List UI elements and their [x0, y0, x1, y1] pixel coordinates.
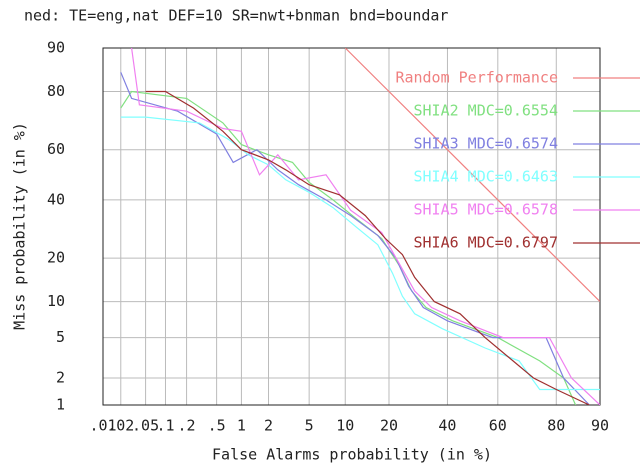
y-tick-label: 5 [56, 328, 65, 346]
plot-frame [102, 47, 601, 406]
legend-label: SHIA6 MDC=0.6797 [414, 234, 559, 252]
det-curve [344, 48, 600, 303]
legend-label: SHIA4 MDC=0.6463 [414, 168, 559, 186]
y-tick-label: 2 [56, 369, 65, 387]
y-tick-label: 1 [56, 396, 65, 414]
legend-label: SHIA5 MDC=0.6578 [414, 201, 559, 219]
legend-label: Random Performance [395, 69, 558, 87]
x-tick-label: .2 [178, 417, 196, 435]
chart-title: ned: TE=eng,nat DEF=10 SR=nwt+bnman bnd=… [24, 7, 448, 25]
det-curve [145, 90, 590, 405]
x-tick-label: .5 [208, 417, 226, 435]
x-tick-label: 5 [305, 417, 314, 435]
x-tick-label: 2 [264, 417, 273, 435]
det-curve [120, 72, 590, 405]
x-tick-label: 10 [336, 417, 354, 435]
x-tick-label: 80 [547, 417, 565, 435]
x-tick-label: .1 [156, 417, 174, 435]
y-tick-label: 90 [47, 39, 65, 57]
y-tick-label: 20 [47, 249, 65, 267]
x-tick-label: 40 [438, 417, 456, 435]
y-tick-label: 60 [47, 140, 65, 158]
x-tick-label: .01 [89, 417, 116, 435]
x-tick-label: 60 [489, 417, 507, 435]
x-tick-label: 1 [237, 417, 246, 435]
det-curve [120, 116, 600, 391]
y-tick-label: 40 [47, 190, 65, 208]
legend-label: SHIA2 MDC=0.6554 [414, 102, 559, 120]
det-curve [131, 48, 600, 405]
x-tick-label: 20 [380, 417, 398, 435]
x-tick-label: 90 [591, 417, 609, 435]
x-axis-label: False Alarms probability (in %) [212, 446, 492, 464]
x-tick-label: .05 [132, 417, 159, 435]
legend-label: SHIA3 MDC=0.6574 [414, 135, 559, 153]
y-axis-label: Miss probability (in %) [11, 122, 29, 330]
y-tick-label: 10 [47, 292, 65, 310]
x-tick-label: .02 [107, 417, 134, 435]
y-tick-label: 80 [47, 82, 65, 100]
